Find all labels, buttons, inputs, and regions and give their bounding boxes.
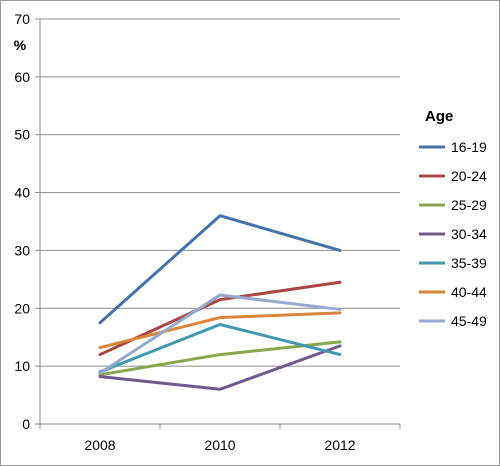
legend-item-25-29: 25-29: [419, 197, 487, 213]
legend-title: Age: [425, 108, 453, 125]
legend-item-35-39: 35-39: [419, 255, 487, 271]
series-line-30-34: [98, 344, 342, 391]
legend-item-16-19: 16-19: [419, 139, 487, 155]
x-tick-labels: 2008 2010 2012: [84, 437, 355, 453]
y-tick-label: 40: [14, 185, 30, 201]
legend-label: 45-49: [451, 313, 487, 329]
legend-label: 35-39: [451, 255, 487, 271]
legend-label: 40-44: [451, 284, 487, 300]
y-tick-label: 70: [14, 11, 30, 27]
gridlines: [40, 18, 400, 367]
y-tick-label: 50: [14, 127, 30, 143]
legend: Age 16-19 20-24 25-29 30-34 35-39 40-44 45-49: [419, 108, 487, 329]
series-line-35-39: [98, 322, 342, 374]
axes: [35, 18, 401, 429]
y-tick-label: 60: [14, 69, 30, 85]
series-line-16-19: [98, 214, 342, 325]
y-tick-label: 30: [14, 242, 30, 258]
series-line-45-49: [98, 293, 342, 375]
legend-item-30-34: 30-34: [419, 226, 487, 242]
legend-label: 16-19: [451, 139, 487, 155]
series-line-40-44: [98, 311, 342, 350]
y-tick-label: 10: [14, 358, 30, 374]
legend-item-40-44: 40-44: [419, 284, 487, 300]
y-axis-unit-label: %: [14, 37, 27, 53]
legend-label: 30-34: [451, 226, 487, 242]
series-lines: [98, 214, 342, 391]
x-tick-label-2010: 2010: [204, 437, 235, 453]
legend-label: 25-29: [451, 197, 487, 213]
legend-item-45-49: 45-49: [419, 313, 487, 329]
y-tick-labels: 0 10 20 30 40 50 60 70: [14, 11, 30, 432]
y-tick-label: 20: [14, 300, 30, 316]
y-tick-label: 0: [22, 416, 30, 432]
legend-label: 20-24: [451, 168, 487, 184]
legend-items: 16-19 20-24 25-29 30-34 35-39 40-44 45-49: [419, 139, 487, 329]
x-tick-label-2008: 2008: [84, 437, 115, 453]
x-tick-label-2012: 2012: [324, 437, 355, 453]
legend-item-20-24: 20-24: [419, 168, 487, 184]
